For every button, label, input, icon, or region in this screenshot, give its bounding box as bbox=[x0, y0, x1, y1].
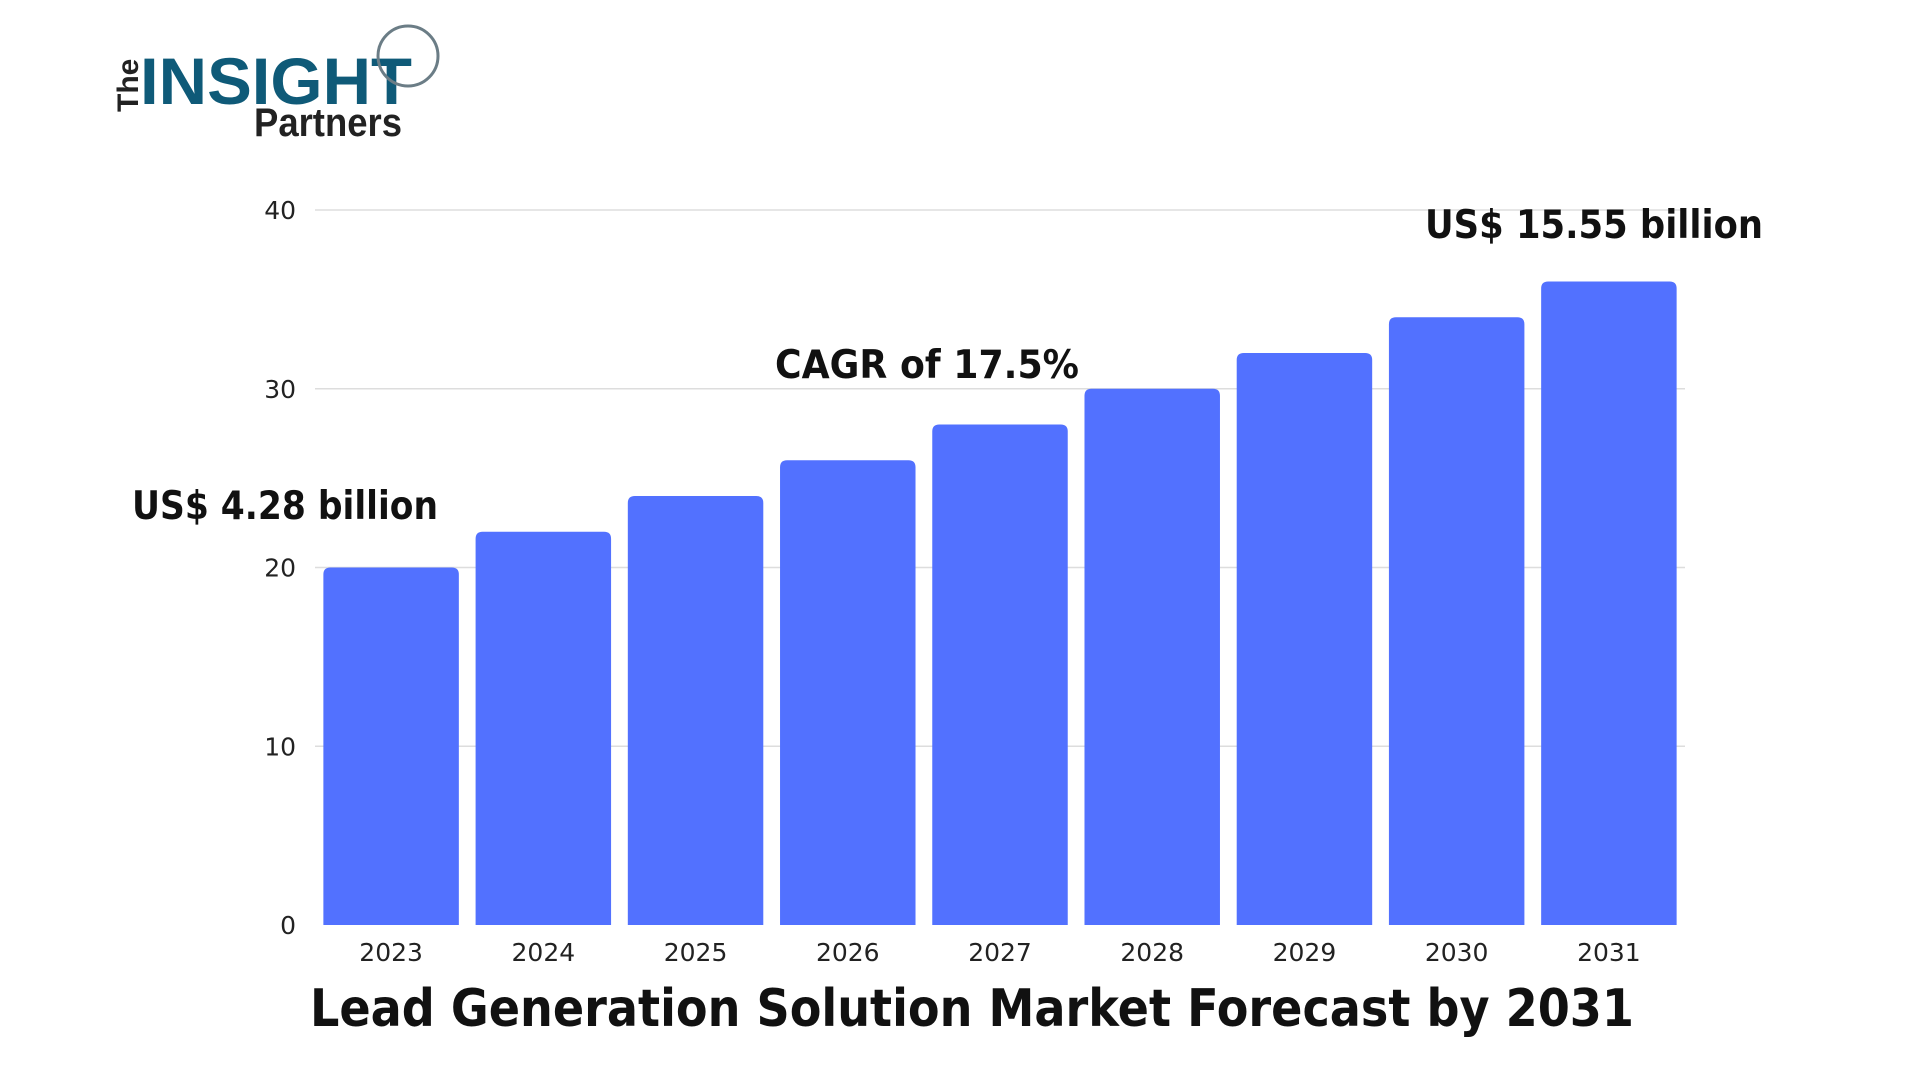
bar-2027 bbox=[932, 424, 1068, 925]
y-axis-tick-labels: 0 10 20 30 40 bbox=[264, 196, 296, 940]
bar-2029 bbox=[1236, 353, 1373, 925]
y-tick-label: 0 bbox=[280, 911, 296, 940]
x-tick-label: 2027 bbox=[968, 938, 1032, 967]
x-tick-label: 2024 bbox=[512, 938, 576, 967]
y-tick-label: 30 bbox=[264, 375, 296, 404]
chart-bars bbox=[323, 281, 1677, 925]
x-tick-label: 2026 bbox=[816, 938, 880, 967]
x-tick-label: 2025 bbox=[664, 938, 728, 967]
logo-partners-text: Partners bbox=[254, 101, 402, 145]
y-tick-label: 20 bbox=[264, 554, 296, 583]
y-tick-label: 10 bbox=[264, 732, 296, 761]
y-tick-label: 40 bbox=[264, 196, 296, 225]
logo-the-text: The bbox=[112, 59, 145, 112]
x-tick-label: 2023 bbox=[359, 938, 423, 967]
bar-2025 bbox=[627, 496, 764, 925]
x-tick-label: 2029 bbox=[1273, 938, 1337, 967]
bar-2024 bbox=[475, 531, 612, 925]
x-axis-tick-labels: 2023 2024 2025 2026 2027 2028 2029 2030 2031 bbox=[359, 938, 1640, 967]
bar-2030 bbox=[1388, 317, 1525, 925]
x-tick-label: 2028 bbox=[1120, 938, 1184, 967]
annotation-end-value: US$ 15.55 billion bbox=[1425, 203, 1763, 248]
the-insight-partners-logo: The INSIGHT Partners bbox=[112, 24, 440, 145]
x-tick-label: 2030 bbox=[1425, 938, 1489, 967]
x-tick-label: 2031 bbox=[1577, 938, 1641, 967]
bar-2031 bbox=[1541, 281, 1677, 925]
logo-swoosh-icon bbox=[376, 24, 440, 88]
annotation-cagr: CAGR of 17.5% bbox=[775, 343, 1079, 388]
bar-2026 bbox=[780, 460, 916, 925]
bar-2023 bbox=[323, 567, 459, 925]
logo-insight-text: INSIGHT bbox=[140, 44, 412, 118]
annotation-start-value: US$ 4.28 billion bbox=[132, 484, 438, 529]
chart-title: Lead Generation Solution Market Forecast… bbox=[310, 979, 1634, 1039]
bar-2028 bbox=[1084, 388, 1220, 925]
